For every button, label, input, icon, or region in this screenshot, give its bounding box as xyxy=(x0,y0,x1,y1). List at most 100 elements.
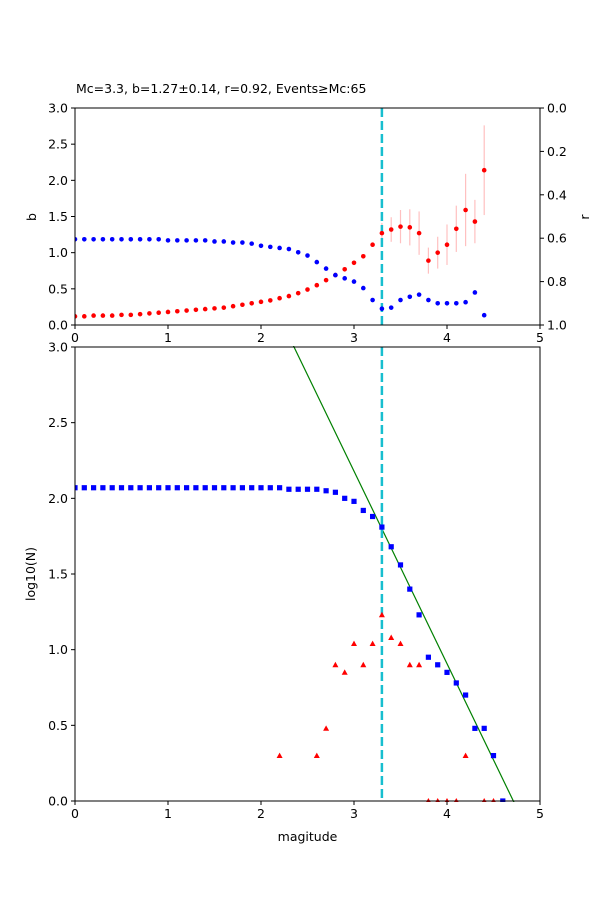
cumulative-point xyxy=(277,485,283,491)
r-point xyxy=(202,238,208,243)
cumulative-point xyxy=(75,485,78,491)
top-x-tick-label: 3 xyxy=(350,330,358,345)
top-r-tick-label: 0.6 xyxy=(547,231,567,246)
r-point xyxy=(212,239,217,244)
b-point xyxy=(175,308,180,314)
r-point xyxy=(165,238,171,243)
noncumulative-point xyxy=(360,661,367,668)
bottom-x-tick-label: 1 xyxy=(164,806,172,821)
cumulative-point xyxy=(435,662,441,668)
b-point xyxy=(165,309,171,315)
top-axes-frame xyxy=(74,107,541,326)
bottom-x-tick-label: 5 xyxy=(536,806,544,821)
r-point xyxy=(82,236,87,242)
noncumulative-point xyxy=(276,752,283,758)
cumulative-point xyxy=(314,486,320,492)
bottom-plot-area: 0 1 2 3 4 5 0.0 0.5 1.0 1.5 2.0 2.5 3.0 xyxy=(48,340,544,822)
b-point xyxy=(91,313,96,318)
cumulative-point xyxy=(267,485,273,491)
bottom-x-tick-label: 0 xyxy=(71,806,79,821)
b-point xyxy=(481,167,487,173)
r-point xyxy=(379,306,385,312)
cumulative-point xyxy=(146,485,152,491)
top-y-tick-label: 0.0 xyxy=(48,318,68,333)
cumulative-point xyxy=(230,485,236,491)
b-point xyxy=(156,310,161,316)
r-point xyxy=(463,299,468,305)
top-r-tick-label: 1.0 xyxy=(547,318,567,333)
top-y-tick-label: 1.5 xyxy=(48,209,68,224)
r-point xyxy=(416,292,422,297)
b-point xyxy=(379,230,385,236)
b-point xyxy=(137,311,143,317)
cumulative-point xyxy=(360,507,366,514)
r-point xyxy=(472,290,478,295)
cumulative-point xyxy=(81,485,87,491)
r-point xyxy=(342,276,348,281)
r-point xyxy=(91,236,96,242)
bottom-x-tick-label: 3 xyxy=(350,806,358,821)
cumulative-point xyxy=(304,486,311,492)
noncumulative-point xyxy=(406,661,413,668)
cumulative-point xyxy=(379,524,385,530)
top-r-tick-label: 0.8 xyxy=(547,274,567,289)
r-point xyxy=(119,236,124,242)
top-x-tick-label: 2 xyxy=(257,330,265,345)
b-point xyxy=(286,293,292,299)
r-point xyxy=(258,243,264,249)
cumulative-point xyxy=(472,725,478,731)
r-point xyxy=(175,238,180,243)
r-point xyxy=(305,253,310,258)
r-point xyxy=(361,285,366,291)
bottom-y-axis-label: log10(N) xyxy=(23,547,38,601)
b-point xyxy=(472,219,478,224)
b-point xyxy=(454,226,459,232)
r-point xyxy=(128,236,134,242)
bottom-chart-panel: 0 1 2 3 4 5 0.0 0.5 1.0 1.5 2.0 2.5 3.0 magitude log… xyxy=(23,340,544,845)
cumulative-point xyxy=(332,489,338,495)
cumulative-point xyxy=(249,485,255,491)
top-x-tick-label: 5 xyxy=(536,330,544,345)
r-point xyxy=(351,279,357,284)
r-point xyxy=(184,238,189,243)
b-point xyxy=(444,242,450,248)
cumulative-point xyxy=(407,586,413,592)
top-y-tick-label: 3.0 xyxy=(48,101,68,116)
noncumulative-point xyxy=(369,640,376,647)
r-point xyxy=(268,244,273,250)
r-point xyxy=(109,236,115,242)
cumulative-point xyxy=(388,544,394,550)
b-point xyxy=(361,253,366,259)
top-y-tick-label: 1.0 xyxy=(48,245,68,260)
b-point xyxy=(75,314,78,319)
bottom-y-tick-label: 2.5 xyxy=(48,415,68,430)
top-r-tick-label: 0.4 xyxy=(547,187,567,202)
r-point xyxy=(398,297,403,303)
b-point xyxy=(388,227,394,232)
b-point xyxy=(184,308,189,313)
r-point xyxy=(426,297,431,303)
bottom-x-tick-label: 2 xyxy=(257,806,265,821)
top-plot-content xyxy=(75,108,487,325)
bottom-y-tick-label: 2.0 xyxy=(48,491,68,506)
b-point xyxy=(426,258,431,263)
b-point xyxy=(370,242,375,248)
cumulative-point xyxy=(184,485,190,491)
r-point xyxy=(75,236,78,242)
noncumulative-point xyxy=(416,661,423,668)
cumulative-point xyxy=(416,612,422,618)
r-point xyxy=(240,240,245,245)
b-point xyxy=(277,295,282,301)
b-point xyxy=(193,307,199,313)
top-chart-title: Mc=3.3, b=1.27±0.14, r=0.92, Events≥Mc:6… xyxy=(76,81,366,96)
r-point xyxy=(314,259,320,265)
cumulative-point xyxy=(370,513,376,520)
b-point xyxy=(398,224,403,229)
r-point xyxy=(230,240,236,245)
cumulative-point xyxy=(118,485,125,491)
r-point xyxy=(323,266,329,271)
r-point xyxy=(249,241,254,246)
top-x-tick-label: 0 xyxy=(71,330,79,345)
bottom-y-tick-label: 1.0 xyxy=(48,642,68,657)
